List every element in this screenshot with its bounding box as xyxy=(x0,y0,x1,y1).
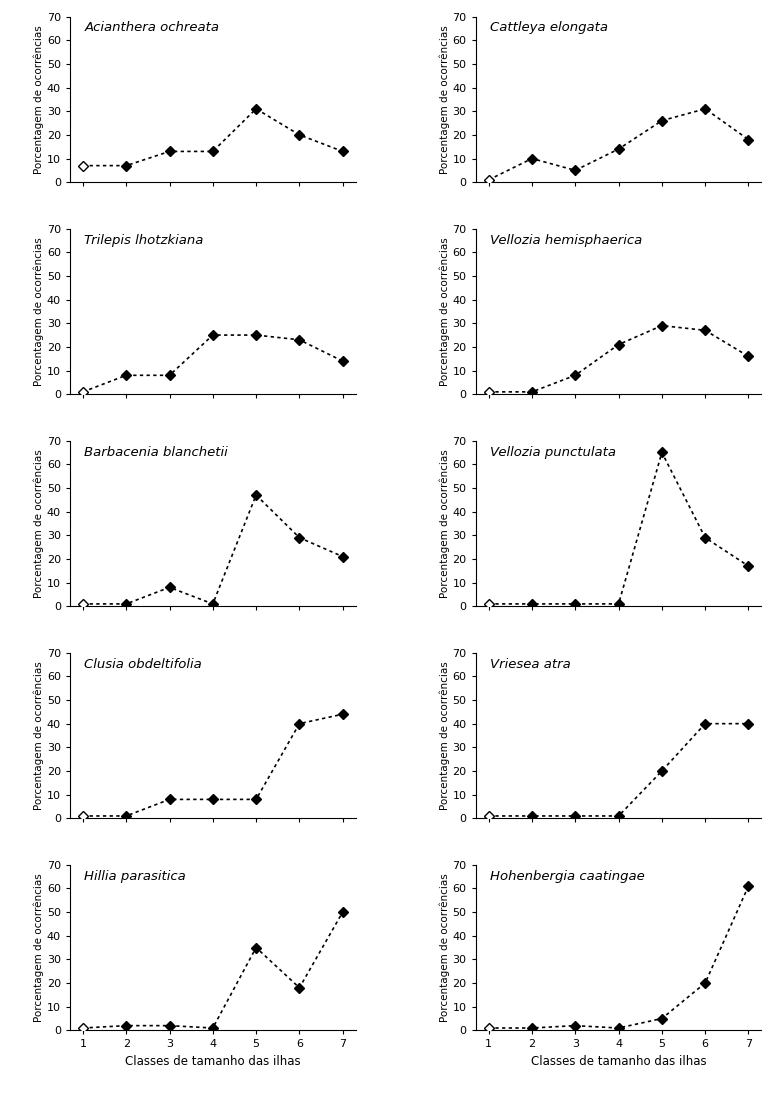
Y-axis label: Porcentagem de ocorrências: Porcentagem de ocorrências xyxy=(439,661,450,810)
Text: Vellozia hemisphaerica: Vellozia hemisphaerica xyxy=(490,234,643,247)
Y-axis label: Porcentagem de ocorrências: Porcentagem de ocorrências xyxy=(33,873,44,1022)
Text: Acianthera ochreata: Acianthera ochreata xyxy=(84,22,219,34)
Y-axis label: Porcentagem de ocorrências: Porcentagem de ocorrências xyxy=(33,25,44,174)
Y-axis label: Porcentagem de ocorrências: Porcentagem de ocorrências xyxy=(33,661,44,810)
Text: Cattleya elongata: Cattleya elongata xyxy=(490,22,608,34)
Text: Vriesea atra: Vriesea atra xyxy=(490,658,571,671)
Y-axis label: Porcentagem de ocorrências: Porcentagem de ocorrências xyxy=(33,450,44,597)
Y-axis label: Porcentagem de ocorrências: Porcentagem de ocorrências xyxy=(439,450,450,597)
X-axis label: Classes de tamanho das ilhas: Classes de tamanho das ilhas xyxy=(531,1055,706,1068)
Y-axis label: Porcentagem de ocorrências: Porcentagem de ocorrências xyxy=(33,237,44,386)
Text: Clusia obdeltifolia: Clusia obdeltifolia xyxy=(84,658,202,671)
Text: Trilepis lhotzkiana: Trilepis lhotzkiana xyxy=(84,234,204,247)
X-axis label: Classes de tamanho das ilhas: Classes de tamanho das ilhas xyxy=(125,1055,301,1068)
Y-axis label: Porcentagem de ocorrências: Porcentagem de ocorrências xyxy=(439,873,450,1022)
Text: Hohenbergia caatingae: Hohenbergia caatingae xyxy=(490,869,645,883)
Y-axis label: Porcentagem de ocorrências: Porcentagem de ocorrências xyxy=(439,237,450,386)
Y-axis label: Porcentagem de ocorrências: Porcentagem de ocorrências xyxy=(439,25,450,174)
Text: Hillia parasitica: Hillia parasitica xyxy=(84,869,186,883)
Text: Barbacenia blanchetii: Barbacenia blanchetii xyxy=(84,445,228,458)
Text: Vellozia punctulata: Vellozia punctulata xyxy=(490,445,616,458)
